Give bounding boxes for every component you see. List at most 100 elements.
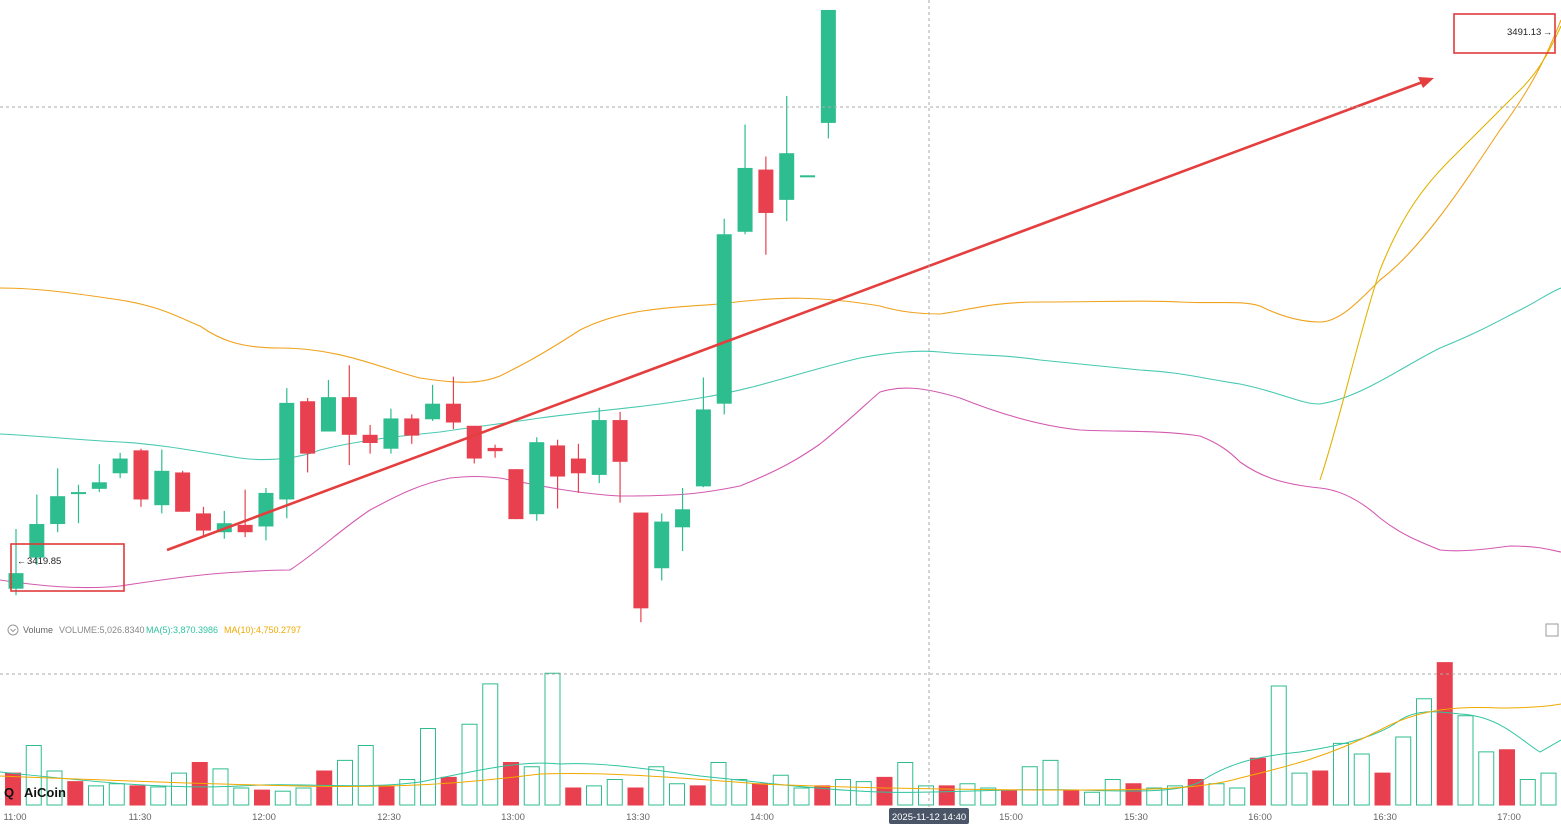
x-tick-label: 12:30 <box>377 812 401 823</box>
candle <box>112 452 128 479</box>
collapse-chevron-icon[interactable] <box>7 624 19 636</box>
candle <box>820 9 836 139</box>
candle <box>320 379 336 432</box>
volume-bar <box>171 772 187 806</box>
candle <box>154 449 170 514</box>
crosshair-time-label: 2025-11-12 14:40 <box>889 808 969 824</box>
candle <box>529 437 545 521</box>
volume-bar <box>918 785 934 806</box>
candle-body <box>425 403 441 420</box>
candle-body <box>175 472 191 512</box>
volume-bar <box>980 787 997 806</box>
volume-bar <box>1436 662 1453 806</box>
bollinger-upper-band <box>0 19 1561 383</box>
volume-bar <box>1333 742 1349 806</box>
volume-bar <box>731 779 748 806</box>
candle <box>508 469 524 520</box>
volume-bar <box>1291 772 1308 806</box>
volume-bar <box>897 762 914 806</box>
candle-body <box>654 521 670 569</box>
candle-body <box>529 442 545 515</box>
candle-body <box>91 482 107 489</box>
volume-bar <box>772 774 789 806</box>
volume-bar <box>461 723 478 806</box>
volume-bar <box>295 787 312 806</box>
candle-body <box>112 458 128 474</box>
candle-body <box>320 397 336 432</box>
candle <box>8 528 24 596</box>
volume-bar <box>606 779 623 806</box>
expand-icon[interactable] <box>1545 623 1559 637</box>
candle-body <box>8 573 24 589</box>
x-axis: 11:00 11:30 12:00 12:30 13:00 13:30 14:00 15:00… <box>3 812 1520 823</box>
high-price-label: 3491.13 <box>1507 27 1541 38</box>
candle <box>300 397 316 473</box>
volume-bar <box>1001 789 1017 806</box>
candle <box>612 411 628 503</box>
svg-text:2025-11-12 14:40: 2025-11-12 14:40 <box>892 812 966 823</box>
candle <box>675 488 691 552</box>
volume-bar <box>1270 685 1287 806</box>
candle-body <box>404 418 420 436</box>
candle-body <box>195 513 211 531</box>
candle-body <box>29 524 45 558</box>
volume-bar <box>669 783 685 806</box>
candle <box>445 376 461 430</box>
volume-bar <box>1063 789 1080 806</box>
candle-body <box>737 167 753 232</box>
volume-bar <box>1146 787 1163 806</box>
volume-bar <box>1540 772 1557 806</box>
candle-body <box>50 496 66 525</box>
volume-bar <box>1125 783 1142 806</box>
volume-bar <box>1374 772 1391 806</box>
x-tick-label: 16:00 <box>1248 812 1272 823</box>
volume-bar <box>108 783 125 806</box>
volume-bar <box>523 766 540 806</box>
volume-ma5-text: MA(5):3,870.3986 <box>146 625 218 635</box>
candle <box>404 414 420 444</box>
x-tick-label: 16:30 <box>1373 812 1397 823</box>
candle-body <box>716 234 732 404</box>
volume-bar <box>1312 770 1329 806</box>
low-price-arrow-icon: ← <box>17 556 26 566</box>
volume-header: Volume VOLUME:5,026.8340 MA(5):3,870.398… <box>7 624 301 636</box>
volume-bar <box>793 787 810 806</box>
volume-bar <box>1104 779 1121 806</box>
x-tick-label: 17:00 <box>1497 812 1521 823</box>
volume-bar <box>586 785 602 806</box>
candle-body <box>800 175 816 178</box>
volume-bar <box>1167 785 1183 806</box>
volume-bar <box>1250 757 1266 806</box>
low-price-label: 3419.85 <box>27 556 61 567</box>
volume-bar <box>357 745 374 806</box>
volume-bar <box>378 785 395 806</box>
volume-bar <box>254 789 270 806</box>
candle-body <box>445 403 461 423</box>
volume-bar <box>752 783 768 806</box>
candle <box>716 218 732 415</box>
candle <box>779 95 795 222</box>
candle-body <box>154 470 170 506</box>
volume-bar <box>1478 751 1495 806</box>
volume-bar <box>503 762 519 806</box>
volume-bar <box>440 776 457 806</box>
volume-bar <box>67 781 84 806</box>
volume-bar <box>1416 698 1432 806</box>
candle-body <box>487 447 503 452</box>
volume-bar <box>959 783 976 806</box>
candle <box>695 377 711 488</box>
volume-bar <box>1084 791 1100 806</box>
volume-ma-lines <box>0 703 1561 793</box>
volume-bar <box>274 790 291 806</box>
candle-body <box>133 450 149 500</box>
candles-group <box>8 9 836 623</box>
candle-body <box>633 512 649 609</box>
volume-indicator-name: Volume <box>23 625 53 635</box>
candle <box>29 494 45 565</box>
candle-body <box>550 445 566 477</box>
candle <box>425 384 441 421</box>
candle-body <box>279 402 295 500</box>
candle <box>591 407 607 484</box>
candle <box>133 448 149 507</box>
